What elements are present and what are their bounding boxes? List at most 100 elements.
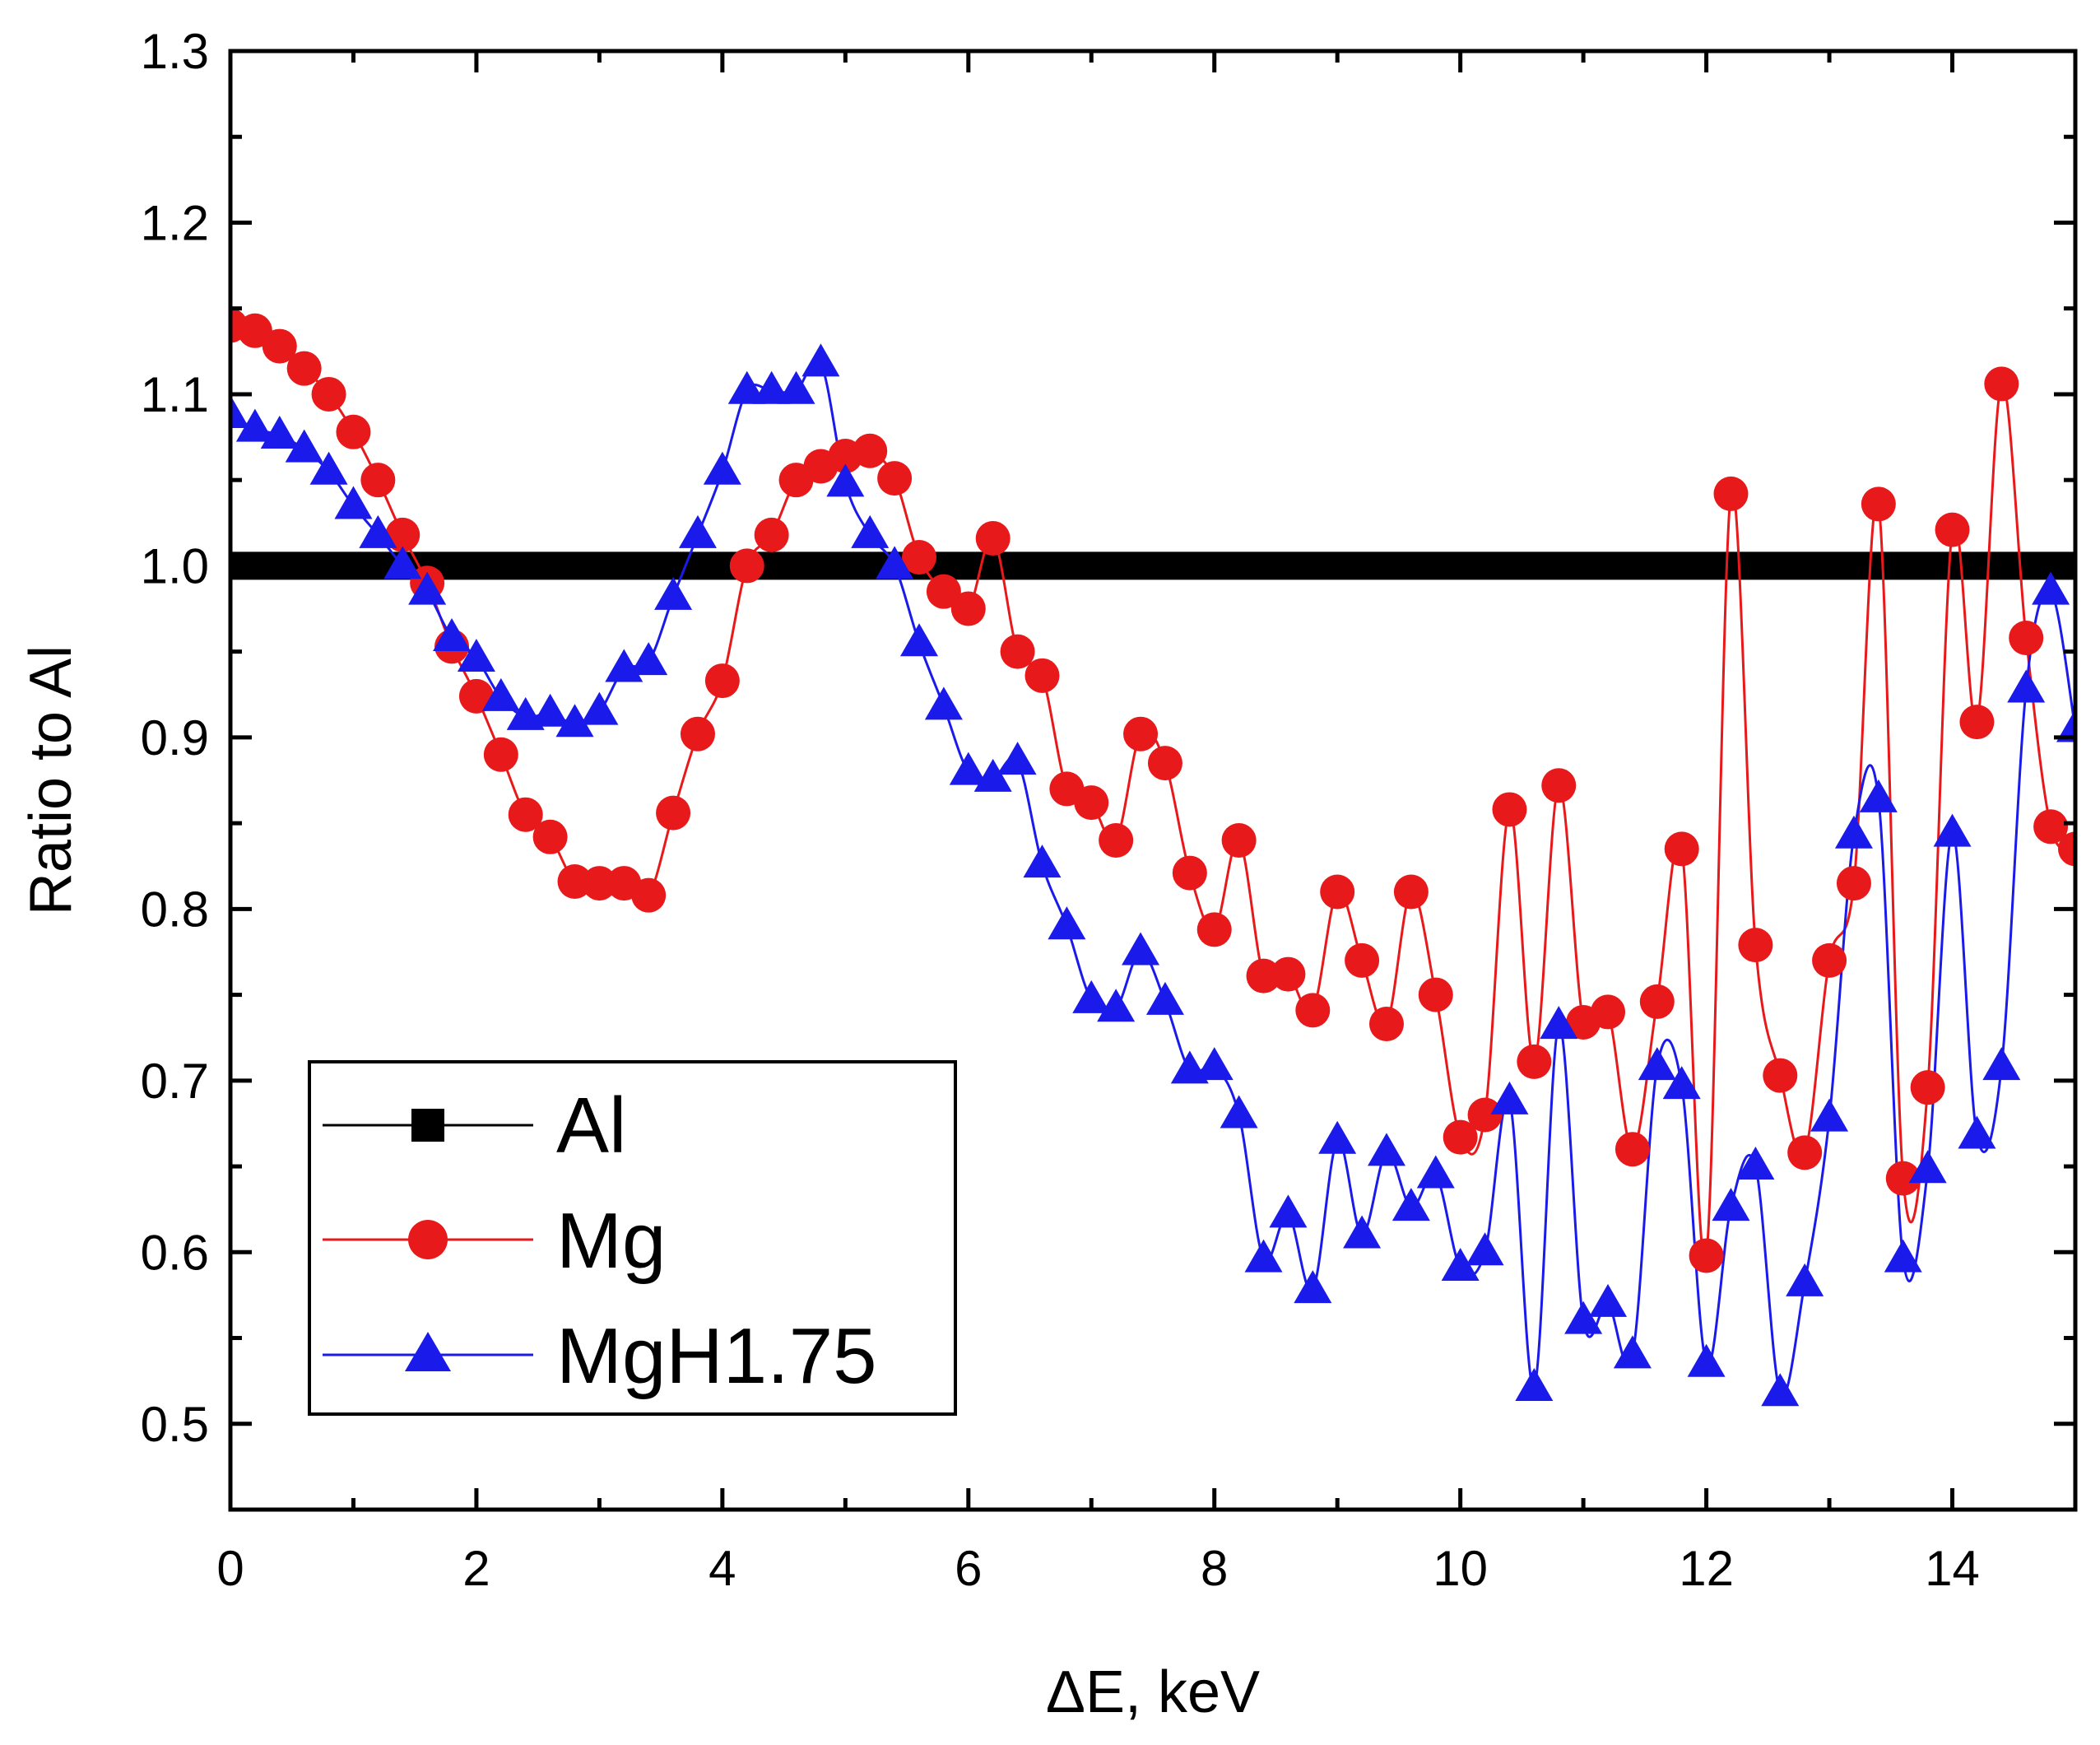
series-mgh1-75-point [580, 691, 619, 725]
series-mg-point [532, 819, 568, 854]
series-mg-point [1443, 1119, 1478, 1155]
series-mgh1-75-point [1490, 1081, 1529, 1114]
data-marks [230, 308, 2075, 1407]
series-mgh1-75-point [285, 429, 323, 463]
series-mgh1-75-point [230, 394, 249, 428]
series-mgh1-75-point [1786, 1263, 1824, 1296]
series-mg-point [1959, 705, 1995, 740]
series-mgh1-75-point [851, 514, 890, 548]
series-mgh1-75-point [1466, 1232, 1504, 1266]
series-mgh1-75-point [801, 343, 840, 377]
series-mg-point [1418, 977, 1453, 1012]
y-tick-label: 1.0 [141, 538, 209, 593]
series-mgh1-75-point [1958, 1115, 1996, 1149]
series-mgh1-75-point [309, 451, 348, 485]
series-mg-point [1147, 746, 1182, 781]
series-mg-point [1492, 792, 1527, 827]
series-mgh1-75-point [260, 415, 299, 449]
series-mgh1-75-point [777, 370, 815, 404]
series-mgh1-75-point [1294, 1270, 1332, 1304]
legend-label-mg: Mg [556, 1197, 666, 1285]
series-mg-point [1123, 716, 1159, 752]
series-mgh1-75-point [1220, 1095, 1258, 1128]
series-mg-point [1763, 1058, 1798, 1093]
series-mgh1-75-point [1662, 1066, 1701, 1100]
series-mgh1-75-point [1613, 1335, 1652, 1369]
series-mg-point [1541, 768, 1577, 803]
series-mg-point [1664, 831, 1699, 867]
series-mg-point [458, 678, 494, 714]
series-mg-point [1517, 1044, 1552, 1079]
series-mg-point [1196, 912, 1232, 947]
x-tick-label: 10 [1433, 1541, 1488, 1596]
series-mgh1-75-point [1145, 981, 1184, 1015]
y-tick-label: 1.1 [141, 367, 209, 422]
series-mg-point [1591, 994, 1626, 1030]
series-mg-point [902, 539, 937, 575]
series-mg-point [926, 574, 961, 609]
series-mgh1-75-point [1391, 1188, 1430, 1222]
y-tick-label: 0.9 [141, 710, 209, 765]
series-mg-point [237, 313, 272, 348]
series-mg-point [1320, 874, 1355, 910]
series-mgh1-75-point [678, 514, 717, 548]
series-mg-point [1738, 928, 1773, 963]
series-mgh1-75-point [1712, 1188, 1750, 1222]
series-mgh1-75-point [1933, 813, 1972, 847]
series-mgh1-75-point [1269, 1194, 1308, 1228]
series-mgh1-75-point [1736, 1147, 1775, 1180]
series-mg-point [704, 663, 740, 699]
series-mg-point [1024, 658, 1060, 693]
series-mg-point [1836, 866, 1871, 901]
series-mg-point [1910, 1070, 1945, 1105]
series-mgh1-75-point [1367, 1133, 1405, 1166]
x-tick-label: 12 [1679, 1541, 1734, 1596]
y-tick-label: 0.6 [141, 1225, 209, 1280]
series-mg-point [1271, 956, 1306, 992]
y-tick-label: 0.5 [141, 1397, 209, 1452]
series-mgh1-75-point [1343, 1215, 1382, 1249]
series-mgh1-75-point [998, 742, 1037, 775]
series-mgh1-75-point [481, 677, 520, 711]
series-mg-point [557, 863, 592, 899]
y-tick-label: 0.8 [141, 882, 209, 937]
series-mg-point [582, 866, 617, 901]
series-mg-point [754, 517, 789, 552]
series-mgh1-75-point [1195, 1047, 1234, 1081]
series-mg-point [1393, 874, 1429, 910]
series-mgh1-75-point [1761, 1373, 1800, 1407]
series-mgh1-75-point [1884, 1239, 1922, 1273]
legend-label-mgh: MgH1.75 [556, 1312, 877, 1400]
series-mgh1-75-point [457, 638, 495, 672]
series-mg-point [680, 716, 715, 752]
series-mgh1-75-point [630, 642, 668, 676]
series-mg-point [262, 328, 297, 364]
x-tick-label: 2 [462, 1541, 490, 1596]
series-mg-point [1345, 942, 1380, 978]
series-mg-point [631, 877, 667, 913]
series-mgh1-75-point [433, 617, 472, 651]
series-mg-point [311, 376, 346, 412]
series-mg-point [1639, 984, 1675, 1019]
series-mgh1-75-point [703, 451, 741, 485]
series-mg-point [286, 351, 322, 386]
x-axis: 0 2 4 6 8 10 12 14 [216, 51, 2078, 1596]
series-mg-point [1246, 958, 1281, 993]
series-mgh1-75-point [383, 546, 422, 579]
series-mg-point [950, 591, 986, 626]
series-mgh1-75-point [924, 686, 963, 720]
series-mg-point [1295, 993, 1331, 1028]
x-axis-title: ΔE, keV [1046, 1659, 1260, 1725]
series-mg-point [975, 521, 1011, 556]
series-mgh1-75-point [334, 486, 373, 519]
series-mgh1-75-point [1122, 932, 1160, 966]
x-tick-label: 4 [709, 1541, 736, 1596]
series-mgh1-75-point [654, 576, 693, 610]
series-mgh1-75-point [826, 463, 865, 497]
series-mgh1-75-point [752, 370, 791, 404]
y-axis: 0.5 0.6 0.7 0.8 0.9 1.0 1.1 1.2 1.3 [141, 24, 2075, 1512]
series-mg-point [656, 795, 691, 831]
x-tick-label: 0 [216, 1541, 244, 1596]
series-mg-point [360, 463, 396, 498]
series-mgh1-75-point [1564, 1301, 1603, 1334]
